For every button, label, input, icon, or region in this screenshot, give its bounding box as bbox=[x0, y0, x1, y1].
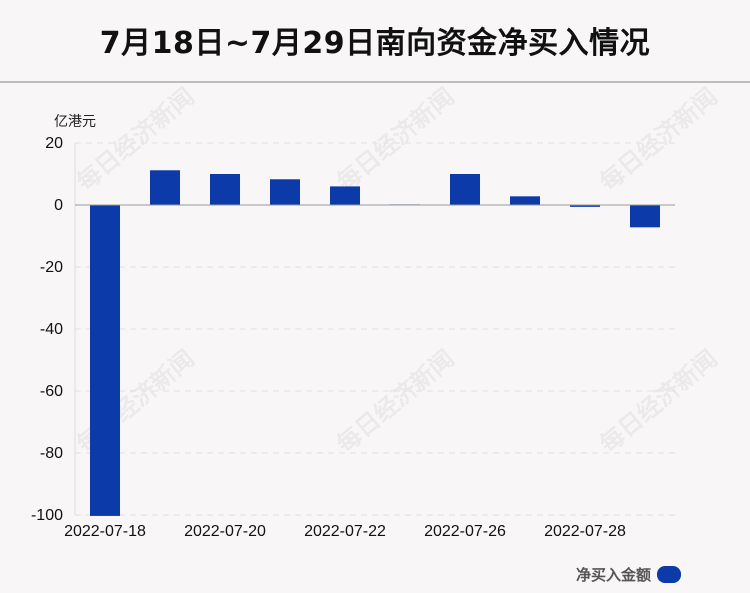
bar bbox=[330, 186, 360, 205]
title-divider bbox=[0, 81, 750, 83]
y-tick-label: 0 bbox=[54, 197, 63, 214]
legend[interactable]: 净买入金额 bbox=[576, 564, 682, 584]
y-tick-label: -80 bbox=[40, 445, 63, 462]
bar bbox=[570, 205, 600, 207]
y-axis-unit: 亿港元 bbox=[54, 114, 96, 130]
legend-label: 净买入金额 bbox=[576, 565, 652, 584]
y-tick-label: -60 bbox=[40, 383, 63, 400]
bar bbox=[150, 170, 180, 205]
y-tick-label: -40 bbox=[40, 321, 63, 338]
x-tick-label: 2022-07-26 bbox=[424, 523, 506, 540]
bar bbox=[270, 179, 300, 205]
x-tick-label: 2022-07-18 bbox=[64, 523, 146, 540]
bar bbox=[90, 205, 120, 516]
legend-swatch bbox=[657, 565, 682, 583]
bar bbox=[450, 174, 480, 205]
x-tick-label: 2022-07-22 bbox=[304, 523, 386, 540]
y-tick-label: 20 bbox=[45, 135, 63, 152]
y-tick-label: -20 bbox=[40, 259, 63, 276]
x-tick-label: 2022-07-28 bbox=[544, 523, 626, 540]
bar bbox=[510, 196, 540, 205]
y-tick-label: -100 bbox=[31, 507, 63, 524]
bar bbox=[210, 174, 240, 205]
chart-title: 7月18日~7月29日南向资金净买入情况 bbox=[99, 26, 651, 61]
bar bbox=[630, 205, 660, 228]
x-tick-label: 2022-07-20 bbox=[184, 523, 266, 540]
